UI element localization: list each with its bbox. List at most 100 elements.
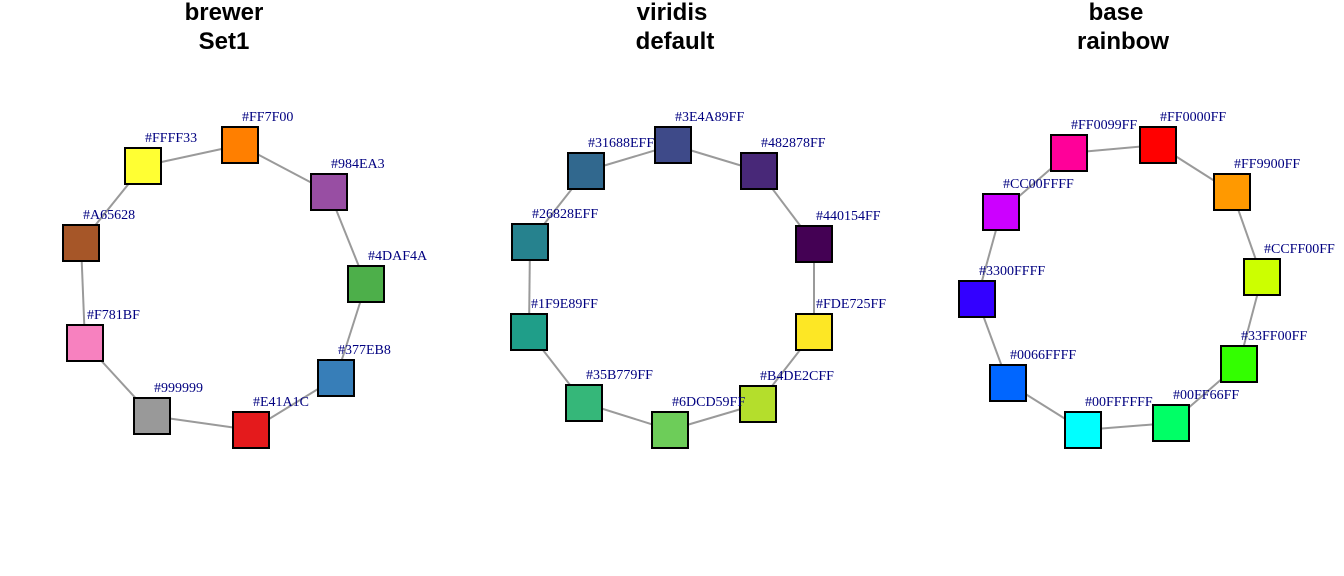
color-swatch xyxy=(958,280,996,318)
panel-viridis-default: viridis default #3E4A89FF #482878FF #44015… xyxy=(510,0,886,449)
color-swatch xyxy=(651,411,689,449)
color-hex-label: #FFFF33 xyxy=(145,131,197,146)
color-hex-label: #B4DE2CFF xyxy=(760,369,834,384)
color-hex-label: #4DAF4A xyxy=(368,249,428,264)
color-hex-label: #FF0099FF xyxy=(1071,118,1137,133)
color-swatch xyxy=(795,313,833,351)
color-hex-label: #31688EFF xyxy=(588,136,654,151)
color-node: #F781BF xyxy=(66,308,140,362)
color-node: #440154FF xyxy=(795,209,881,263)
color-node: #CCFF00FF xyxy=(1243,242,1335,296)
color-node: #FF7F00 xyxy=(221,110,293,164)
color-node: #FFFF33 xyxy=(124,131,197,185)
panel-title-line1: base xyxy=(1089,0,1144,26)
color-node: #35B779FF xyxy=(565,368,653,422)
color-node: #3300FFFF xyxy=(958,264,1045,318)
color-swatch xyxy=(124,147,162,185)
color-hex-label: #00FF66FF xyxy=(1173,388,1239,403)
color-hex-label: #E41A1C xyxy=(253,395,309,410)
color-node: #26828EFF xyxy=(511,207,598,261)
color-hex-label: #FF7F00 xyxy=(242,110,293,125)
panel-title-line2: default xyxy=(636,28,715,55)
color-swatch xyxy=(1213,173,1251,211)
panel-title-line1: brewer xyxy=(185,0,264,26)
color-hex-label: #A65628 xyxy=(83,208,135,223)
color-hex-label: #1F9E89FF xyxy=(531,297,598,312)
color-node: #377EB8 xyxy=(317,343,391,397)
color-hex-label: #35B779FF xyxy=(586,368,653,383)
color-hex-label: #00FFFFFF xyxy=(1085,395,1153,410)
color-hex-label: #3300FFFF xyxy=(979,264,1045,279)
color-swatch xyxy=(66,324,104,362)
color-swatch xyxy=(1243,258,1281,296)
color-swatch xyxy=(1050,134,1088,172)
color-swatch xyxy=(795,225,833,263)
color-swatch xyxy=(989,364,1027,402)
panel-brewer-set1: brewer Set1 #FF7F00 #984EA3 #4DAF4A #377EB8… xyxy=(62,0,428,449)
color-node: #0066FFFF xyxy=(989,348,1076,402)
color-swatch xyxy=(310,173,348,211)
color-swatch xyxy=(654,126,692,164)
color-swatch xyxy=(221,126,259,164)
panel-title-line2: Set1 xyxy=(199,28,250,55)
color-swatch xyxy=(1064,411,1102,449)
color-swatch xyxy=(62,224,100,262)
color-node: #999999 xyxy=(133,381,203,435)
color-swatch xyxy=(232,411,270,449)
color-hex-label: #999999 xyxy=(154,381,203,396)
color-node: #00FF66FF xyxy=(1152,388,1239,442)
color-swatch xyxy=(740,152,778,190)
color-hex-label: #F781BF xyxy=(87,308,140,323)
color-node: #4DAF4A xyxy=(347,249,428,303)
color-swatch xyxy=(1220,345,1258,383)
ring-nodes: #3E4A89FF #482878FF #440154FF #FDE725FF #B4D… xyxy=(510,110,886,449)
color-node: #1F9E89FF xyxy=(510,297,598,351)
panel-title-line2: rainbow xyxy=(1077,28,1169,55)
color-node: #984EA3 xyxy=(310,157,385,211)
color-swatch xyxy=(982,193,1020,231)
color-node: #FF0099FF xyxy=(1050,118,1137,172)
color-hex-label: #CCFF00FF xyxy=(1264,242,1335,257)
color-hex-label: #FF9900FF xyxy=(1234,157,1300,172)
color-hex-label: #26828EFF xyxy=(532,207,598,222)
color-node: #A65628 xyxy=(62,208,135,262)
color-hex-label: #0066FFFF xyxy=(1010,348,1076,363)
color-node: #E41A1C xyxy=(232,395,309,449)
color-swatch xyxy=(1152,404,1190,442)
color-hex-label: #377EB8 xyxy=(338,343,391,358)
color-hex-label: #33FF00FF xyxy=(1241,329,1307,344)
color-node: #31688EFF xyxy=(567,136,654,190)
color-swatch xyxy=(739,385,777,423)
color-hex-label: #440154FF xyxy=(816,209,881,224)
color-node: #FF9900FF xyxy=(1213,157,1300,211)
color-swatch xyxy=(565,384,603,422)
color-swatch xyxy=(133,397,171,435)
ring-nodes: #FF7F00 #984EA3 #4DAF4A #377EB8 #E41A1C #9999… xyxy=(62,110,428,449)
color-hex-label: #984EA3 xyxy=(331,157,385,172)
color-node: #FDE725FF xyxy=(795,297,886,351)
color-hex-label: #6DCD59FF xyxy=(672,395,745,410)
color-node: #482878FF xyxy=(740,136,826,190)
color-hex-label: #482878FF xyxy=(761,136,826,151)
color-swatch xyxy=(510,313,548,351)
color-node: #6DCD59FF xyxy=(651,395,745,449)
panel-base-rainbow: base rainbow #FF0000FF #FF9900FF #CCFF00FF… xyxy=(958,0,1335,449)
color-node: #CC00FFFF xyxy=(982,177,1074,231)
color-node: #00FFFFFF xyxy=(1064,395,1153,449)
color-swatch xyxy=(1139,126,1177,164)
color-swatch xyxy=(567,152,605,190)
color-node: #3E4A89FF xyxy=(654,110,744,164)
color-node: #B4DE2CFF xyxy=(739,369,834,423)
color-swatch xyxy=(347,265,385,303)
panel-title-line1: viridis xyxy=(637,0,708,26)
color-hex-label: #FF0000FF xyxy=(1160,110,1226,125)
color-hex-label: #3E4A89FF xyxy=(675,110,744,125)
color-hex-label: #FDE725FF xyxy=(816,297,886,312)
color-swatch xyxy=(511,223,549,261)
ring-nodes: #FF0000FF #FF9900FF #CCFF00FF #33FF00FF #00F… xyxy=(958,110,1335,449)
color-node: #FF0000FF xyxy=(1139,110,1226,164)
color-hex-label: #CC00FFFF xyxy=(1003,177,1074,192)
color-swatch xyxy=(317,359,355,397)
color-node: #33FF00FF xyxy=(1220,329,1307,383)
